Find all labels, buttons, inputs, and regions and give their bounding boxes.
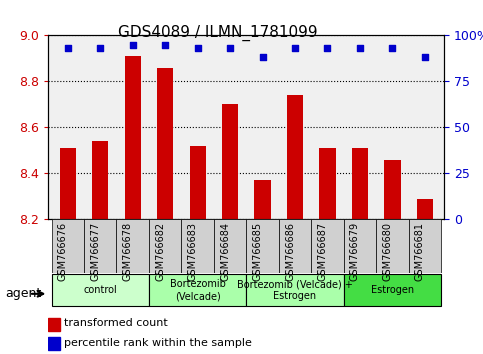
Text: GSM766684: GSM766684 — [220, 222, 230, 281]
Text: GSM766681: GSM766681 — [415, 222, 425, 281]
Point — [97, 45, 104, 51]
Text: GSM766686: GSM766686 — [285, 222, 295, 281]
Bar — [287, 95, 303, 219]
Text: GSM766685: GSM766685 — [253, 222, 263, 281]
Point — [226, 45, 234, 51]
Text: GSM766676: GSM766676 — [58, 222, 68, 281]
FancyBboxPatch shape — [344, 274, 441, 306]
FancyBboxPatch shape — [149, 219, 182, 273]
Text: GSM766678: GSM766678 — [123, 222, 133, 281]
Point — [421, 55, 429, 60]
Bar — [255, 180, 270, 219]
Bar — [222, 104, 238, 219]
FancyBboxPatch shape — [182, 219, 214, 273]
Text: GSM766678: GSM766678 — [123, 222, 133, 281]
Text: GSM766683: GSM766683 — [187, 222, 198, 281]
Bar — [319, 148, 336, 219]
Text: GSM766685: GSM766685 — [253, 222, 263, 281]
Text: GDS4089 / ILMN_1781099: GDS4089 / ILMN_1781099 — [117, 25, 317, 41]
Text: transformed count: transformed count — [64, 318, 168, 329]
FancyBboxPatch shape — [246, 219, 279, 273]
Text: GSM766682: GSM766682 — [155, 222, 165, 281]
Bar — [352, 148, 368, 219]
Bar — [60, 148, 76, 219]
FancyBboxPatch shape — [84, 219, 116, 273]
Text: GSM766682: GSM766682 — [155, 222, 165, 281]
Bar — [125, 56, 141, 219]
Text: Bortezomib
(Velcade): Bortezomib (Velcade) — [170, 279, 226, 301]
Text: GSM766687: GSM766687 — [317, 222, 327, 281]
Text: GSM766683: GSM766683 — [187, 222, 198, 281]
Text: Bortezomib (Velcade) +
Estrogen: Bortezomib (Velcade) + Estrogen — [237, 279, 353, 301]
Bar — [157, 68, 173, 219]
Point — [388, 45, 396, 51]
Point — [356, 45, 364, 51]
Text: GSM766676: GSM766676 — [58, 222, 68, 281]
Bar — [417, 199, 433, 219]
Bar — [92, 141, 108, 219]
Text: percentile rank within the sample: percentile rank within the sample — [64, 337, 252, 348]
Text: GSM766677: GSM766677 — [90, 222, 100, 281]
Point — [194, 45, 201, 51]
FancyBboxPatch shape — [246, 274, 344, 306]
Text: GSM766687: GSM766687 — [317, 222, 327, 281]
Point — [161, 42, 169, 47]
Text: GSM766686: GSM766686 — [285, 222, 295, 281]
Bar — [384, 160, 400, 219]
FancyBboxPatch shape — [52, 274, 149, 306]
Text: GSM766684: GSM766684 — [220, 222, 230, 281]
Point — [129, 42, 137, 47]
FancyBboxPatch shape — [376, 219, 409, 273]
FancyBboxPatch shape — [214, 219, 246, 273]
Point — [259, 55, 267, 60]
FancyBboxPatch shape — [344, 219, 376, 273]
FancyBboxPatch shape — [52, 219, 84, 273]
FancyBboxPatch shape — [116, 219, 149, 273]
FancyBboxPatch shape — [409, 219, 441, 273]
Text: GSM766677: GSM766677 — [90, 222, 100, 281]
Bar — [48, 318, 60, 331]
Point — [324, 45, 331, 51]
Text: agent: agent — [5, 287, 41, 300]
Point — [291, 45, 299, 51]
Text: GSM766680: GSM766680 — [383, 222, 392, 281]
Text: GSM766679: GSM766679 — [350, 222, 360, 281]
Text: Estrogen: Estrogen — [371, 285, 414, 295]
Point — [64, 45, 71, 51]
Bar — [189, 146, 206, 219]
Text: GSM766679: GSM766679 — [350, 222, 360, 281]
FancyBboxPatch shape — [311, 219, 344, 273]
Text: GSM766680: GSM766680 — [383, 222, 392, 281]
Bar — [48, 337, 60, 350]
Text: GSM766681: GSM766681 — [415, 222, 425, 281]
Text: control: control — [84, 285, 117, 295]
FancyBboxPatch shape — [149, 274, 246, 306]
FancyBboxPatch shape — [279, 219, 311, 273]
